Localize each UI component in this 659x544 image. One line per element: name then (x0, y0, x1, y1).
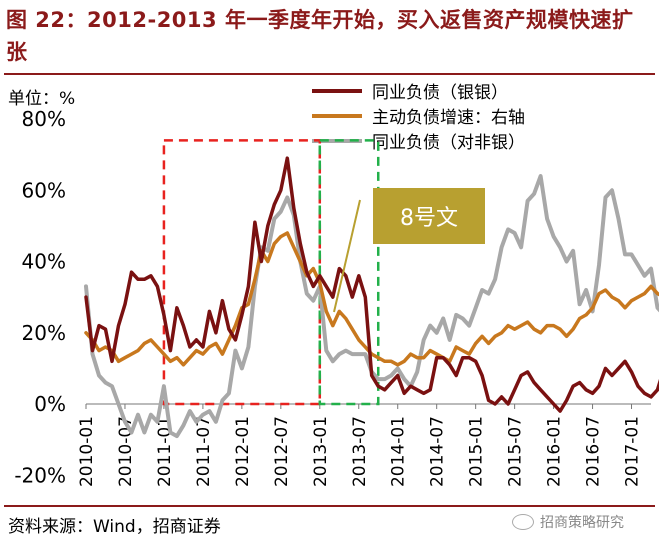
x-tick-label: 2014-07 (428, 416, 448, 487)
series-line-bank (84, 156, 659, 413)
x-tick-label: 2010-01 (77, 416, 97, 487)
legend-item-bank: 同业负债（银银） (312, 78, 525, 103)
x-tick-label: 2011-07 (194, 416, 214, 487)
legend-label-growth: 主动负债增速：右轴 (372, 108, 525, 128)
chart-title: 图 22：2012-2013 年一季度年开始，买入返售资产规模快速扩张 (6, 8, 634, 64)
y-tick-label: 0% (34, 392, 66, 416)
legend-swatch-bank (312, 88, 362, 93)
legend-label-bank: 同业负债（银银） (372, 83, 508, 103)
y-tick-label: -20% (14, 463, 66, 487)
unit-label: 单位：% (8, 89, 76, 109)
x-tick-label: 2015-01 (467, 416, 487, 487)
x-tick-label: 2016-07 (584, 416, 604, 487)
x-tick-label: 2013-07 (350, 416, 370, 487)
legend-item-nonbank: 同业负债（对非银） (312, 128, 525, 153)
green-highlight-box (318, 139, 380, 406)
source-text: 资料来源：Wind，招商证券 (8, 517, 221, 537)
legend-label-nonbank: 同业负债（对非银） (372, 133, 525, 153)
legend-swatch-nonbank (312, 138, 362, 143)
y-tick-label: 40% (22, 250, 66, 274)
y-tick-label: 20% (22, 321, 66, 345)
x-tick-label: 2010-07 (116, 416, 136, 487)
legend: 同业负债（银银） 主动负债增速：右轴 同业负债（对非银） (312, 78, 525, 153)
annotation-label: 8号文 (400, 206, 458, 231)
title-underline (4, 73, 655, 75)
y-tick-label: 80% (22, 107, 66, 131)
series-line-growth (84, 231, 659, 367)
x-tick-label: 2012-01 (233, 416, 253, 487)
legend-item-growth: 主动负债增速：右轴 (312, 103, 525, 128)
legend-swatch-growth (312, 113, 362, 118)
watermark-text: 招商策略研究 (540, 515, 624, 531)
x-tick-label: 2015-07 (506, 416, 526, 487)
watermark: 招商策略研究 (512, 512, 624, 532)
x-tick-label: 2014-01 (389, 416, 409, 487)
x-tick-label: 2017-01 (623, 416, 643, 487)
x-tick-label: 2013-01 (311, 416, 331, 487)
y-tick-label: 60% (22, 178, 66, 202)
red-highlight-box (162, 139, 322, 406)
series-line-nonbank (84, 174, 659, 439)
annotation-leader (333, 199, 361, 313)
x-tick-label: 2016-01 (545, 416, 565, 487)
source-rule (4, 505, 655, 507)
wechat-icon (512, 514, 534, 530)
x-tick-label: 2012-07 (272, 416, 292, 487)
annotation-box (373, 188, 485, 244)
x-tick-label: 2011-01 (155, 416, 175, 487)
